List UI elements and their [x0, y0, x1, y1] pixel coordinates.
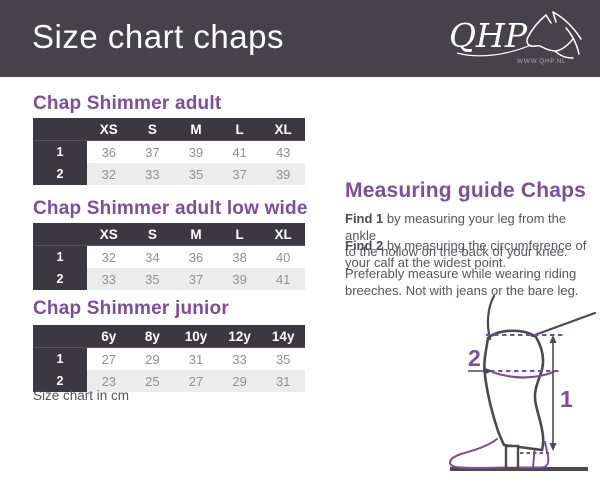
- measuring-step-2-bold: Find 2: [345, 238, 384, 253]
- size-value: 38: [217, 245, 262, 268]
- measuring-step-2-text: by measuring the circumference of your c…: [345, 238, 587, 270]
- size-value: 35: [174, 163, 218, 185]
- size-value: 27: [87, 347, 131, 370]
- size-chart-unit-note: Size chart in cm: [33, 388, 130, 403]
- size-value: 29: [217, 370, 262, 392]
- size-value: 31: [261, 370, 305, 392]
- measuring-step-1-bold: Find 1: [345, 211, 384, 226]
- row-label: 1: [33, 245, 87, 268]
- col-header: XS: [87, 223, 131, 246]
- size-value: 33: [87, 268, 131, 290]
- page-title: Size chart chaps: [32, 18, 284, 55]
- section-title-junior: Chap Shimmer junior: [33, 298, 229, 319]
- size-value: 43: [261, 140, 305, 163]
- size-value: 39: [261, 163, 305, 185]
- table-row: 1 32 34 36 38 40: [33, 245, 305, 268]
- col-header: L: [217, 223, 262, 246]
- logo-brand-text: QHP: [449, 16, 528, 55]
- measuring-step-2: Find 2 by measuring the circumference of…: [345, 238, 597, 271]
- col-header: M: [174, 118, 218, 141]
- size-value: 32: [87, 245, 131, 268]
- size-value: 39: [217, 268, 262, 290]
- size-table-junior: 6y 8y 10y 12y 14y 1 27 29 31 33 35 2 23 …: [33, 325, 305, 392]
- horse-logo-icon: QHP WWW.QHP.NL: [449, 11, 582, 65]
- corner-cell: [33, 223, 87, 246]
- col-header: XS: [87, 118, 131, 141]
- size-value: 36: [174, 245, 218, 268]
- chap-outline: [483, 329, 545, 452]
- table-row: 2 33 35 37 39 41: [33, 268, 305, 290]
- size-value: 37: [217, 163, 262, 185]
- table-header-row: XS S M L XL: [33, 223, 305, 246]
- corner-cell: [33, 118, 87, 141]
- size-value: 34: [130, 245, 175, 268]
- col-header: 12y: [217, 325, 262, 348]
- table-row: 2 23 25 27 29 31: [33, 370, 305, 392]
- col-header: 6y: [87, 325, 131, 348]
- size-value: 27: [174, 370, 218, 392]
- qhp-logo: QHP WWW.QHP.NL: [447, 8, 587, 71]
- chap-bottom-strap: [504, 444, 520, 470]
- col-header: 14y: [261, 325, 305, 348]
- horse-head-icon: [526, 11, 582, 59]
- size-value: 41: [261, 268, 305, 290]
- table-row: 2 32 33 35 37 39: [33, 163, 305, 185]
- table-row: 1 36 37 39 41 43: [33, 140, 305, 163]
- size-value: 37: [130, 140, 175, 163]
- col-header: 8y: [130, 325, 175, 348]
- measuring-note-text: Preferably measure while wearing riding …: [345, 266, 579, 298]
- length-arrow: [549, 335, 557, 451]
- measuring-diagram: 2 1: [420, 293, 598, 482]
- col-header: L: [217, 118, 262, 141]
- size-value: 23: [87, 370, 131, 392]
- measuring-step-1-text: by measuring your leg from the ankle to …: [345, 211, 568, 259]
- calf-ellipse-arc: [491, 370, 555, 379]
- table-header-row: 6y 8y 10y 12y 14y: [33, 325, 305, 348]
- size-value: 29: [130, 347, 175, 370]
- row-label: 2: [33, 370, 87, 392]
- diagram-label-2: 2: [468, 345, 481, 371]
- size-value: 32: [87, 163, 131, 185]
- back-strap: [530, 311, 597, 338]
- row-label: 1: [33, 347, 87, 370]
- diagram-label-1: 1: [560, 386, 573, 412]
- col-header: S: [130, 223, 175, 246]
- front-strap: [486, 294, 496, 341]
- col-header: XL: [261, 223, 305, 246]
- leg-chap-illustration-icon: 2 1: [449, 294, 597, 471]
- section-title-adult-low-wide: Chap Shimmer adult low wide: [33, 198, 308, 219]
- measuring-note: Preferably measure while wearing riding …: [345, 266, 597, 299]
- measuring-step-1: Find 1 by measuring your leg from the an…: [345, 211, 597, 261]
- size-table-adult-low-wide: XS S M L XL 1 32 34 36 38 40 2 33 35 37 …: [33, 223, 305, 290]
- col-header: XL: [261, 118, 305, 141]
- size-value: 37: [174, 268, 218, 290]
- calf-arrow: [468, 367, 493, 375]
- size-value: 35: [130, 268, 175, 290]
- row-label: 1: [33, 140, 87, 163]
- size-value: 36: [87, 140, 131, 163]
- col-header: S: [130, 118, 175, 141]
- col-header: M: [174, 223, 218, 246]
- size-table-adult: XS S M L XL 1 36 37 39 41 43 2 32 33 35 …: [33, 118, 305, 185]
- row-label: 2: [33, 163, 87, 185]
- table-header-row: XS S M L XL: [33, 118, 305, 141]
- measuring-guide-title: Measuring guide Chaps: [345, 179, 587, 202]
- size-value: 33: [217, 347, 262, 370]
- section-title-adult: Chap Shimmer adult: [33, 93, 222, 114]
- size-value: 31: [174, 347, 218, 370]
- size-value: 35: [261, 347, 305, 370]
- size-value: 25: [130, 370, 175, 392]
- size-value: 39: [174, 140, 218, 163]
- size-value: 41: [217, 140, 262, 163]
- corner-cell: [33, 325, 87, 348]
- size-value: 33: [130, 163, 175, 185]
- col-header: 10y: [174, 325, 218, 348]
- row-label: 2: [33, 268, 87, 290]
- size-value: 40: [261, 245, 305, 268]
- table-row: 1 27 29 31 33 35: [33, 347, 305, 370]
- logo-url-text: WWW.QHP.NL: [517, 58, 566, 65]
- header-bar: Size chart chaps QHP WWW.QHP.NL: [0, 0, 600, 77]
